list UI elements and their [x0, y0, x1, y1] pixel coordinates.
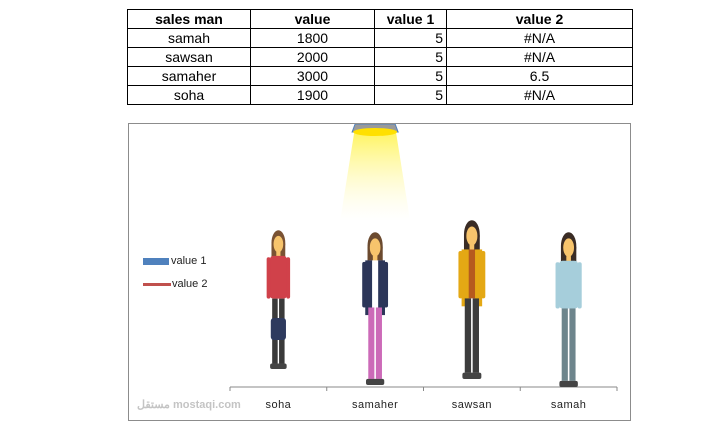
table-cell[interactable]: sawsan — [127, 47, 251, 67]
table-cell[interactable]: 1900 — [250, 85, 375, 105]
table-cell[interactable]: 1800 — [250, 28, 375, 48]
table-cell[interactable]: samah — [127, 28, 251, 48]
table-row: sawsan 2000 5 #N/A — [127, 47, 633, 67]
table-cell[interactable]: 6.5 — [446, 66, 633, 86]
legend-item-value-1[interactable]: value 1 — [143, 255, 206, 267]
spotlight-beam — [340, 133, 411, 221]
header-value-1: value 1 — [374, 9, 447, 29]
legend-line-swatch-icon — [143, 282, 171, 286]
table-cell[interactable]: #N/A — [446, 85, 633, 105]
table-cell[interactable]: 5 — [374, 28, 447, 48]
table-cell[interactable]: 3000 — [250, 66, 375, 86]
sales-table: sales man value value 1 value 2 samah 180… — [127, 9, 633, 105]
legend-label: value 2 — [172, 278, 208, 290]
x-axis-label: samaher — [351, 399, 399, 411]
watermark: مستقل mostaqi.com — [137, 399, 241, 411]
chart[interactable]: value 1 value 2 soha samaher sawsan samah م… — [128, 123, 631, 421]
table-cell[interactable]: 5 — [374, 66, 447, 86]
header-value: value — [250, 9, 375, 29]
table-cell[interactable]: #N/A — [446, 28, 633, 48]
x-axis-label: soha — [265, 399, 292, 411]
chart-canvas — [229, 124, 618, 391]
bar-samaher-figure[interactable] — [362, 232, 389, 385]
table-cell[interactable]: soha — [127, 85, 251, 105]
table-cell[interactable]: 5 — [374, 47, 447, 67]
table-cell[interactable]: #N/A — [446, 47, 633, 67]
lamp-light — [353, 128, 398, 136]
table-cell[interactable]: 5 — [374, 85, 447, 105]
table-row: samaher 3000 5 6.5 — [127, 66, 633, 86]
x-axis-label: sawsan — [451, 399, 493, 411]
header-sales-man: sales man — [127, 9, 251, 29]
table-header-row: sales man value value 1 value 2 — [127, 9, 633, 29]
table-row: samah 1800 5 #N/A — [127, 28, 633, 48]
table-row: soha 1900 5 #N/A — [127, 85, 633, 105]
legend-bar-swatch-icon — [143, 257, 169, 265]
bar-samah-figure[interactable] — [555, 232, 582, 387]
table-cell[interactable]: samaher — [127, 66, 251, 86]
header-value-2: value 2 — [446, 9, 633, 29]
legend-item-value-2[interactable]: value 2 — [143, 278, 207, 290]
table-cell[interactable]: 2000 — [250, 47, 375, 67]
bar-soha-figure[interactable] — [266, 230, 291, 369]
bar-sawsan-figure[interactable] — [458, 220, 486, 379]
x-axis-label: samah — [550, 399, 587, 411]
legend-label: value 1 — [171, 255, 207, 267]
